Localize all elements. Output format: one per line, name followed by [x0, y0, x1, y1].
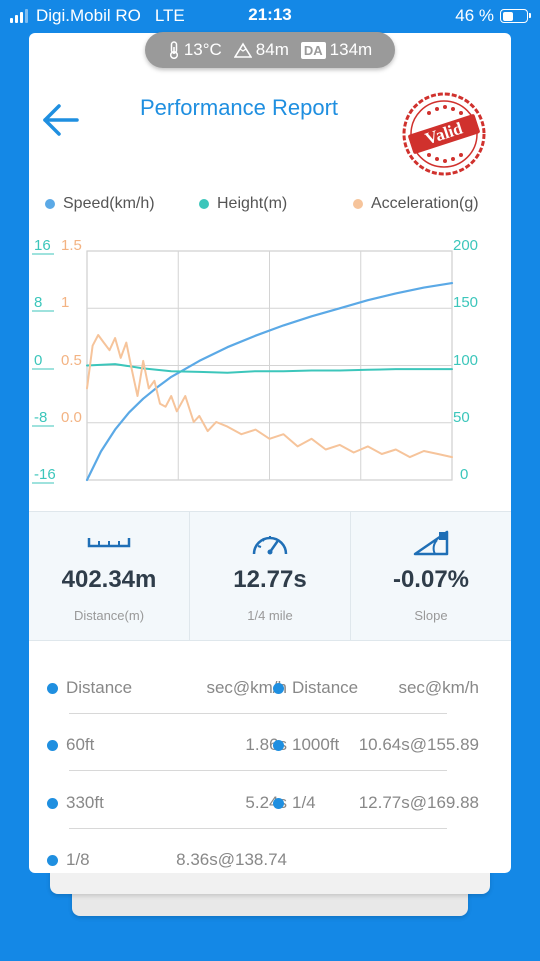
result-name: Distance	[47, 678, 132, 698]
speed-axis-tick: 150	[453, 294, 478, 311]
result-value: 12.77s@169.88	[358, 793, 479, 812]
result-name: 1000ft	[273, 735, 339, 755]
result-name-text: 60ft	[66, 735, 95, 754]
result-name: 330ft	[47, 793, 104, 813]
speedometer-icon	[252, 536, 288, 555]
bullet-dot-icon	[273, 682, 284, 694]
height-axis-tick: 0	[34, 352, 42, 369]
stat-time-label: 1/4 mile	[247, 608, 293, 623]
result-name-text: Distance	[292, 678, 359, 697]
result-name: 60ft	[47, 735, 94, 755]
row-divider	[69, 713, 447, 714]
height-dot-icon	[199, 199, 209, 209]
thermometer-icon	[169, 41, 178, 59]
result-value: 10.64s@155.89	[358, 735, 479, 754]
stat-slope: -0.07% Slope	[350, 512, 511, 640]
bullet-dot-icon	[47, 739, 58, 751]
back-button[interactable]	[41, 101, 81, 139]
result-name: 1/4	[273, 793, 316, 813]
stat-distance-value: 402.34m	[61, 566, 157, 593]
bullet-dot-icon	[47, 797, 58, 809]
row-divider	[69, 828, 447, 829]
height-axis-tick: 16	[34, 237, 51, 254]
result-name-text: 330ft	[66, 793, 104, 812]
legend-speed-label: Speed(km/h)	[63, 195, 155, 212]
bullet-dot-icon	[47, 854, 58, 866]
result-value: sec@km/h	[398, 678, 479, 697]
table-row: 330ft 5.24s 1/4 12.77s@169.88	[29, 793, 511, 823]
row-divider	[69, 770, 447, 771]
legend-speed: Speed(km/h)	[45, 195, 155, 213]
performance-chart: 16 8 0 -8 -16 1.5 1 0.5 0.0 200 150 100 50 0	[32, 237, 478, 484]
stat-slope-label: Slope	[414, 608, 448, 623]
conditions-pill: 13°C 84m DA 134m	[145, 32, 395, 68]
result-name: Distance	[273, 678, 358, 698]
arrow-left-icon	[43, 104, 79, 136]
speed-axis-tick: 100	[453, 352, 478, 369]
summary-stats: 402.34m Distance(m) 12.77s 1/4 mile -0.0…	[29, 511, 511, 641]
bullet-dot-icon	[273, 739, 284, 751]
report-card: Performance Report Valid Speed(km/h) Hei…	[29, 33, 511, 873]
network-type: LTE	[154, 6, 185, 25]
height-axis-tick: -8	[34, 409, 47, 426]
table-row: 1/8 8.36s@138.74	[29, 850, 511, 873]
bullet-dot-icon	[47, 682, 58, 694]
result-value: sec@km/h	[206, 678, 287, 697]
result-name-text: 1/4	[292, 793, 316, 812]
stat-distance: 402.34m Distance(m)	[29, 512, 189, 640]
speed-dot-icon	[45, 199, 55, 209]
series-line-acceleration-g	[86, 334, 453, 459]
bullet-dot-icon	[273, 797, 284, 809]
mountain-icon	[233, 42, 252, 58]
status-bar: Digi.Mobil RO LTE 21:13 46 %	[0, 0, 540, 32]
legend-acceleration: Acceleration(g)	[353, 195, 479, 213]
stat-distance-label: Distance(m)	[73, 608, 145, 623]
ruler-icon	[87, 538, 131, 548]
legend-acceleration-label: Acceleration(g)	[371, 195, 479, 212]
density-altitude-value: 134m	[329, 40, 373, 59]
battery-icon	[500, 9, 531, 23]
acceleration-axis-tick: 1.5	[61, 237, 82, 254]
table-row: 60ft 1.86s 1000ft 10.64s@155.89	[29, 735, 511, 765]
page-title: Performance Report	[139, 95, 339, 120]
valid-stamp: Valid	[402, 92, 486, 176]
acceleration-axis-tick: 1	[61, 294, 69, 311]
legend-height: Height(m)	[199, 195, 287, 213]
speed-axis-tick: 200	[453, 237, 478, 254]
clock: 21:13	[248, 5, 292, 24]
result-value: 8.36s@138.74	[176, 850, 287, 869]
carrier-name: Digi.Mobil RO	[36, 6, 141, 25]
temperature-value: 13°C	[183, 40, 222, 59]
series-line-height-m	[86, 363, 453, 374]
height-axis-tick: -16	[34, 466, 56, 483]
signal-icon	[10, 9, 28, 23]
result-name-text: 1000ft	[292, 735, 340, 754]
result-name-text: Distance	[66, 678, 133, 697]
height-axis-tick: 8	[34, 294, 42, 311]
acceleration-dot-icon	[353, 199, 363, 209]
result-name: 1/8	[47, 850, 90, 870]
result-name-text: 1/8	[66, 850, 90, 869]
legend-height-label: Height(m)	[217, 195, 288, 212]
stat-time: 12.77s 1/4 mile	[189, 512, 350, 640]
density-altitude-badge: DA	[300, 41, 326, 59]
battery-percent: 46 %	[455, 6, 494, 25]
series-line-speed-km-h	[85, 281, 454, 482]
stat-time-value: 12.77s	[233, 566, 307, 593]
results-header-row: Distance sec@km/h Distance sec@km/h	[29, 678, 511, 708]
speed-axis-tick: 50	[453, 409, 470, 426]
slope-icon	[413, 530, 449, 556]
stat-slope-value: -0.07%	[392, 566, 470, 593]
altitude-value: 84m	[255, 40, 289, 59]
speed-axis-tick: 0	[460, 466, 468, 483]
acceleration-axis-tick: 0.0	[61, 409, 82, 426]
acceleration-axis-tick: 0.5	[61, 352, 82, 369]
